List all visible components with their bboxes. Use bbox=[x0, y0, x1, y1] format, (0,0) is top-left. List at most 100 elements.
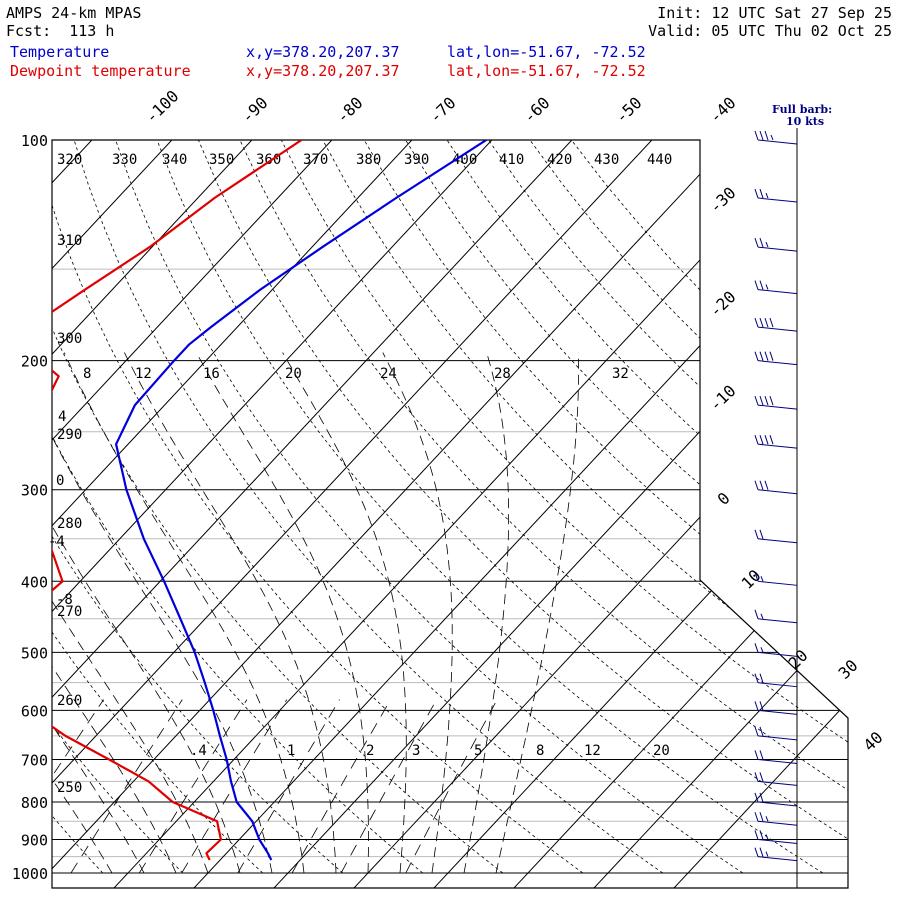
isotherm-line bbox=[52, 140, 748, 888]
mixing-ratio-line bbox=[405, 699, 498, 874]
wind-barb-staff bbox=[757, 801, 798, 807]
pressure-tick-label: 700 bbox=[21, 751, 48, 769]
dry-adiabat-label: 420 bbox=[547, 152, 572, 168]
wind-barb-flag bbox=[754, 188, 759, 199]
isotherm-line bbox=[193, 140, 848, 888]
isotherm-line bbox=[52, 140, 268, 888]
mixing-ratio-line bbox=[237, 699, 340, 874]
isotherm-line bbox=[593, 140, 848, 888]
dry-adiabat-line bbox=[198, 140, 848, 874]
dry-adiabat-line bbox=[115, 140, 744, 874]
isotherm-line bbox=[113, 140, 828, 888]
saturated-adiabat-line bbox=[63, 352, 305, 874]
wind-barb-half bbox=[765, 192, 769, 199]
wind-barb-flag bbox=[754, 395, 759, 406]
wind-barb bbox=[754, 772, 798, 786]
saturated-adiabat-label: 32 bbox=[612, 366, 629, 382]
saturated-adiabat-label: 0 bbox=[56, 473, 64, 489]
isotherm-label: -10 bbox=[706, 381, 740, 415]
dewpoint-latlon: lat,lon=-51.67, -72.52 bbox=[447, 62, 646, 80]
wind-barb-flag bbox=[754, 772, 759, 782]
wind-barb-flag bbox=[759, 726, 764, 737]
model-title: AMPS 24-km MPAS bbox=[6, 4, 142, 22]
wind-barb-half bbox=[765, 851, 769, 857]
wind-barb-flag bbox=[754, 847, 759, 857]
wind-barb-flag bbox=[759, 792, 764, 803]
wind-barb-flag bbox=[759, 317, 764, 328]
wind-barb-staff bbox=[757, 139, 798, 145]
dry-adiabat-label: 400 bbox=[452, 152, 477, 168]
wind-barb-flag bbox=[759, 812, 764, 822]
mixing-ratio-line bbox=[138, 699, 248, 874]
init-time: Init: 12 UTC Sat 27 Sep 25 bbox=[657, 4, 892, 22]
dry-adiabat-label: 310 bbox=[57, 233, 82, 249]
isotherm-line bbox=[0, 124, 27, 889]
pressure-tick-label: 300 bbox=[21, 482, 48, 500]
wind-barb-staff bbox=[757, 197, 798, 203]
wind-barb-staff bbox=[757, 856, 798, 862]
wind-barb-flag bbox=[754, 317, 759, 328]
dry-adiabat-label: 350 bbox=[209, 152, 234, 168]
wind-barb-staff bbox=[757, 404, 798, 410]
wind-barb-flag bbox=[754, 572, 759, 582]
wind-barb-flag bbox=[759, 529, 764, 539]
dry-adiabat-line bbox=[363, 140, 848, 874]
wind-barb bbox=[754, 792, 798, 807]
wind-barb-staff bbox=[757, 682, 798, 688]
dry-adiabat-label: 410 bbox=[499, 152, 524, 168]
wind-barb-flag bbox=[759, 480, 764, 490]
wind-barb-flag bbox=[754, 130, 759, 141]
wind-barb bbox=[754, 750, 798, 764]
isotherm-label: 40 bbox=[860, 728, 887, 755]
isotherm-line bbox=[353, 140, 848, 888]
wind-barb-flag bbox=[759, 395, 764, 406]
isotherm-label: -20 bbox=[706, 287, 740, 321]
dry-adiabat-label: 300 bbox=[57, 331, 82, 347]
dry-adiabat-line bbox=[322, 140, 848, 874]
wind-barb-flag bbox=[764, 130, 769, 141]
wind-barb-half bbox=[760, 613, 764, 619]
wind-barb-flag bbox=[754, 643, 759, 653]
wind-barb-staff bbox=[757, 780, 798, 786]
mixing-ratio-line bbox=[70, 699, 183, 874]
wind-barb-flag bbox=[754, 351, 759, 361]
wind-barb-flag bbox=[754, 435, 759, 445]
wind-barb-half bbox=[765, 834, 769, 840]
isotherm-line bbox=[52, 140, 348, 888]
saturated-adiabat-line bbox=[382, 352, 453, 874]
mixing-ratio-label: 20 bbox=[653, 743, 670, 759]
pressure-tick-label: 100 bbox=[21, 132, 48, 150]
dry-adiabat-label: 270 bbox=[57, 604, 82, 620]
saturated-adiabat-line bbox=[52, 352, 113, 874]
isotherm-label: -80 bbox=[333, 93, 367, 127]
wind-barb-staff bbox=[757, 758, 798, 764]
wind-barb bbox=[754, 643, 798, 657]
saturated-adiabat-label: 28 bbox=[494, 366, 511, 382]
mixing-ratio-label: 12 bbox=[584, 743, 601, 759]
dry-adiabat-label: 360 bbox=[256, 152, 281, 168]
dry-adiabat-line bbox=[446, 140, 848, 874]
plot-frame bbox=[51, 139, 849, 889]
saturated-adiabat-line bbox=[124, 352, 337, 874]
mixing-ratio-line bbox=[52, 699, 104, 874]
wind-barb bbox=[754, 237, 798, 252]
wind-barb-half bbox=[765, 816, 769, 822]
saturated-adiabat-line bbox=[52, 352, 209, 874]
dry-adiabat-line bbox=[52, 140, 344, 874]
wind-barb-staff bbox=[757, 580, 798, 586]
dry-adiabat-label: 440 bbox=[647, 152, 672, 168]
wind-barb bbox=[754, 847, 798, 862]
isotherm-label: -60 bbox=[520, 93, 554, 127]
isotherm-line bbox=[52, 140, 588, 888]
wind-barb-staff bbox=[757, 326, 798, 332]
saturated-adiabat-line bbox=[495, 352, 579, 874]
dry-adiabat-label: 250 bbox=[57, 780, 82, 796]
isotherm-label: 20 bbox=[785, 646, 812, 673]
dry-adiabat-label: 390 bbox=[404, 152, 429, 168]
pressure-tick-label: 800 bbox=[21, 794, 48, 812]
saturated-adiabat-line bbox=[52, 352, 241, 874]
wind-barb-flag bbox=[764, 435, 769, 445]
saturated-adiabat-label: 12 bbox=[135, 366, 152, 382]
dry-adiabat-line bbox=[239, 140, 848, 874]
